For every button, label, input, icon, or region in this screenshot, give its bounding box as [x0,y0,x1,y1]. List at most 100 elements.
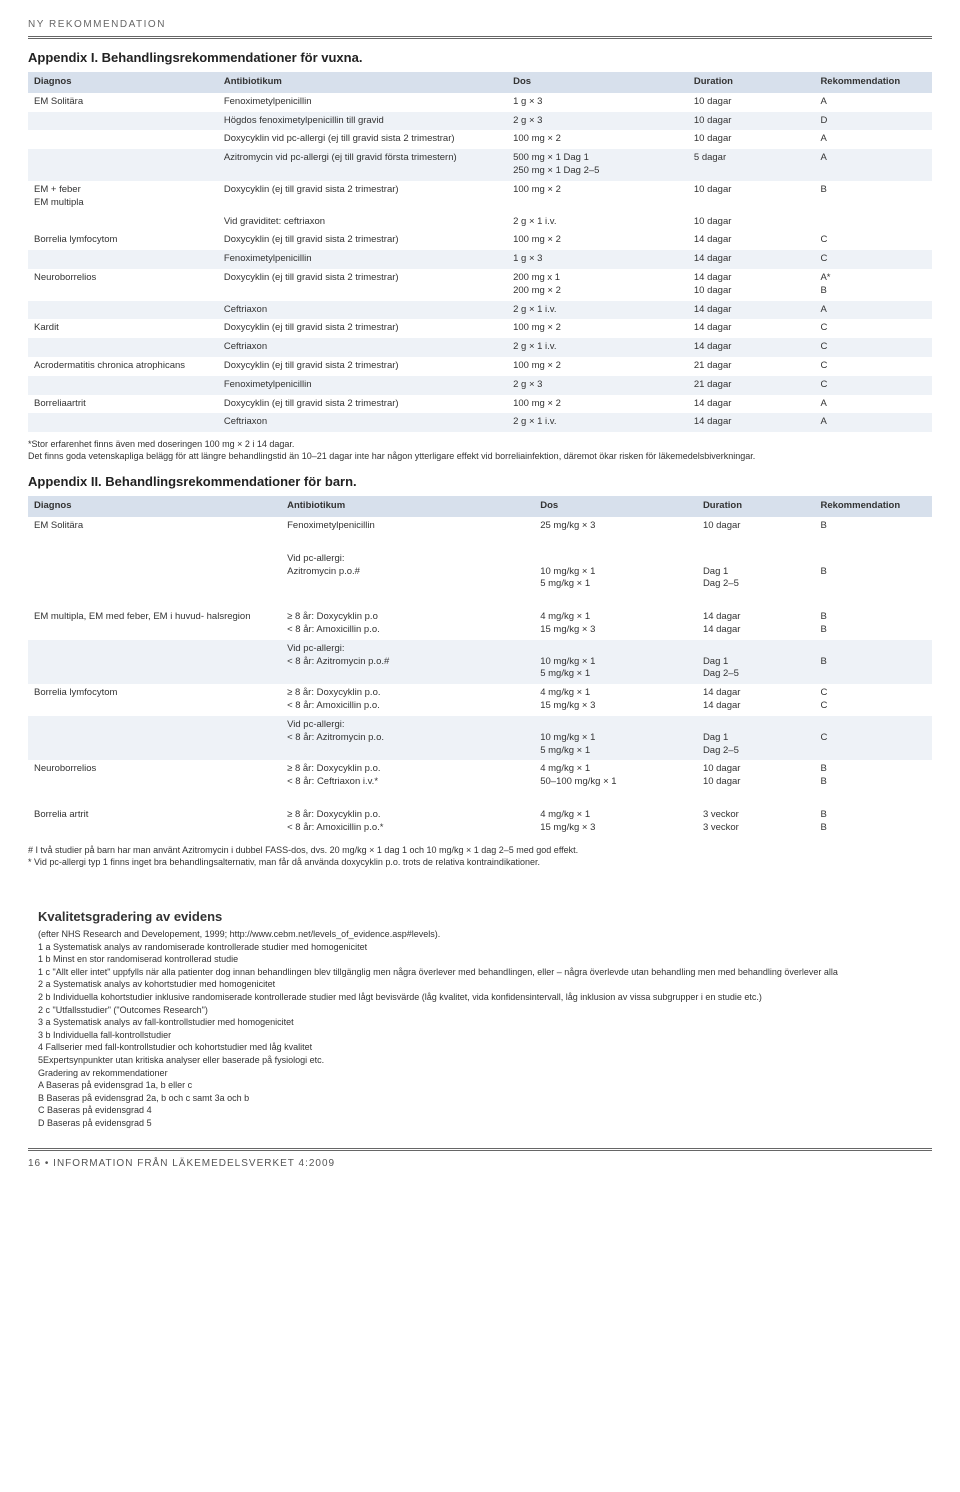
table-cell [28,550,281,594]
table-row: Fenoximetylpenicillin2 g × 321 dagarC [28,376,932,395]
table-cell: 10 dagar [688,130,815,149]
table-cell: 10 dagar10 dagar [697,760,815,792]
table-cell: Doxycyklin (ej till gravid sista 2 trime… [218,357,507,376]
column-header: Duration [697,496,815,517]
table-cell: ≥ 8 år: Doxycyklin p.o.< 8 år: Ceftriaxo… [281,760,534,792]
table-cell: 10 dagar [688,213,815,232]
column-header: Dos [534,496,697,517]
table-cell: 21 dagar [688,357,815,376]
evidence-line: B Baseras på evidensgrad 2a, b och c sam… [38,1092,922,1105]
table-cell: Neuroborrelios [28,760,281,792]
table-cell: C [814,319,932,338]
table-cell: Neuroborrelios [28,269,218,301]
table-row: Ceftriaxon2 g × 1 i.v.14 dagarA [28,413,932,432]
table-cell: Borrelia lymfocytom [28,231,218,250]
table-cell: 14 dagar14 dagar [697,684,815,716]
page-category: NY REKOMMENDATION [28,18,932,32]
evidence-line: 2 c "Utfallsstudier" ("Outcomes Research… [38,1004,922,1017]
table-cell: 10 dagar [688,112,815,131]
column-header: Rekommendation [814,496,932,517]
table-cell: 4 mg/kg × 115 mg/kg × 3 [534,806,697,838]
table-cell: Borreliaartrit [28,395,218,414]
evidence-line: 2 a Systematisk analys av kohortstudier … [38,978,922,991]
table-cell [28,130,218,149]
table-cell: 3 veckor3 veckor [697,806,815,838]
table-cell: 10 dagar [688,181,815,213]
table-cell: Ceftriaxon [218,413,507,432]
table-row: Borrelia lymfocytomDoxycyklin (ej till g… [28,231,932,250]
column-header: Rekommendation [814,72,932,93]
table-cell: Dag 1Dag 2–5 [697,640,815,684]
appendix2-footnote: # I två studier på barn har man använt A… [28,844,932,868]
table-row: Neuroborrelios≥ 8 år: Doxycyklin p.o.< 8… [28,760,932,792]
table-cell: 100 mg × 2 [507,231,688,250]
table-cell: Högdos fenoximetylpenicillin till gravid [218,112,507,131]
spacer-row [28,536,932,550]
table-cell: Acrodermatitis chronica atrophicans [28,357,218,376]
evidence-line: 5Expertsynpunkter utan kritiska analyser… [38,1054,922,1067]
evidence-line: 1 a Systematisk analys av randomiserade … [38,941,922,954]
table-cell: Vid pc-allergi:< 8 år: Azitromycin p.o.# [281,640,534,684]
table-cell: 14 dagar10 dagar [688,269,815,301]
table-cell [28,640,281,684]
table-cell: 4 mg/kg × 115 mg/kg × 3 [534,684,697,716]
table-cell [28,376,218,395]
table-cell: 2 g × 3 [507,376,688,395]
table-cell: Fenoximetylpenicillin [281,517,534,536]
table-row: Acrodermatitis chronica atrophicansDoxyc… [28,357,932,376]
table-row: Borrelia artrit≥ 8 år: Doxycyklin p.o.< … [28,806,932,838]
table-cell: 4 mg/kg × 150–100 mg/kg × 1 [534,760,697,792]
table-cell: 1 g × 3 [507,250,688,269]
table-cell [28,213,218,232]
table-cell: A [814,130,932,149]
bottom-rule [28,1148,932,1151]
table-cell: 4 mg/kg × 115 mg/kg × 3 [534,608,697,640]
appendix1-footnote: *Stor erfarenhet finns även med dosering… [28,438,932,462]
evidence-subtitle: (efter NHS Research and Developement, 19… [38,928,922,941]
evidence-line: 1 c "Allt eller intet" uppfylls när alla… [38,966,922,979]
table-cell [814,213,932,232]
table-row: EM SolitäraFenoximetylpenicillin25 mg/kg… [28,517,932,536]
table-cell: A [814,395,932,414]
table-cell: A [814,149,932,181]
appendix2-table: DiagnosAntibiotikumDosDurationRekommenda… [28,496,932,837]
evidence-line: 3 b Individuella fall-kontrollstudier [38,1029,922,1042]
page-footer: 16 • INFORMATION FRÅN LÄKEMEDELSVERKET 4… [28,1157,932,1171]
table-cell: 10 mg/kg × 15 mg/kg × 1 [534,716,697,760]
evidence-line: D Baseras på evidensgrad 5 [38,1117,922,1130]
table-cell [28,112,218,131]
evidence-line: 1 b Minst en stor randomiserad kontrolle… [38,953,922,966]
table-row: Azitromycin vid pc-allergi (ej till grav… [28,149,932,181]
table-cell: A [814,301,932,320]
table-row: EM + feberEM multiplaDoxycyklin (ej till… [28,181,932,213]
table-cell: 14 dagar [688,301,815,320]
evidence-line: 3 a Systematisk analys av fall-kontrolls… [38,1016,922,1029]
column-header: Duration [688,72,815,93]
table-row: NeuroborreliosDoxycyklin (ej till gravid… [28,269,932,301]
table-row: KarditDoxycyklin (ej till gravid sista 2… [28,319,932,338]
table-cell: 100 mg × 2 [507,181,688,213]
table-cell: EM + feberEM multipla [28,181,218,213]
table-row: BorreliaartritDoxycyklin (ej till gravid… [28,395,932,414]
appendix1-table: DiagnosAntibiotikumDosDurationRekommenda… [28,72,932,432]
top-rule [28,36,932,39]
table-cell: 14 dagar [688,413,815,432]
table-cell: B [814,550,932,594]
table-cell: Doxycyklin (ej till gravid sista 2 trime… [218,319,507,338]
table-cell: Dag 1Dag 2–5 [697,716,815,760]
evidence-line: 4 Fallserier med fall-kontrollstudier oc… [38,1041,922,1054]
table-cell: ≥ 8 år: Doxycyklin p.o.< 8 år: Amoxicill… [281,684,534,716]
table-cell: BB [814,806,932,838]
appendix2-title: Appendix II. Behandlingsrekommendationer… [28,473,932,491]
table-cell: Fenoximetylpenicillin [218,376,507,395]
evidence-line: A Baseras på evidensgrad 1a, b eller c [38,1079,922,1092]
table-cell: A [814,93,932,112]
table-cell: ≥ 8 år: Doxycyklin p.o.< 8 år: Amoxicill… [281,806,534,838]
table-cell: 100 mg × 2 [507,395,688,414]
table-cell: D [814,112,932,131]
table-cell: A [814,413,932,432]
table-row: Vid pc-allergi:Azitromycin p.o.#10 mg/kg… [28,550,932,594]
table-cell: C [814,231,932,250]
table-cell: C [814,716,932,760]
table-cell: 5 dagar [688,149,815,181]
